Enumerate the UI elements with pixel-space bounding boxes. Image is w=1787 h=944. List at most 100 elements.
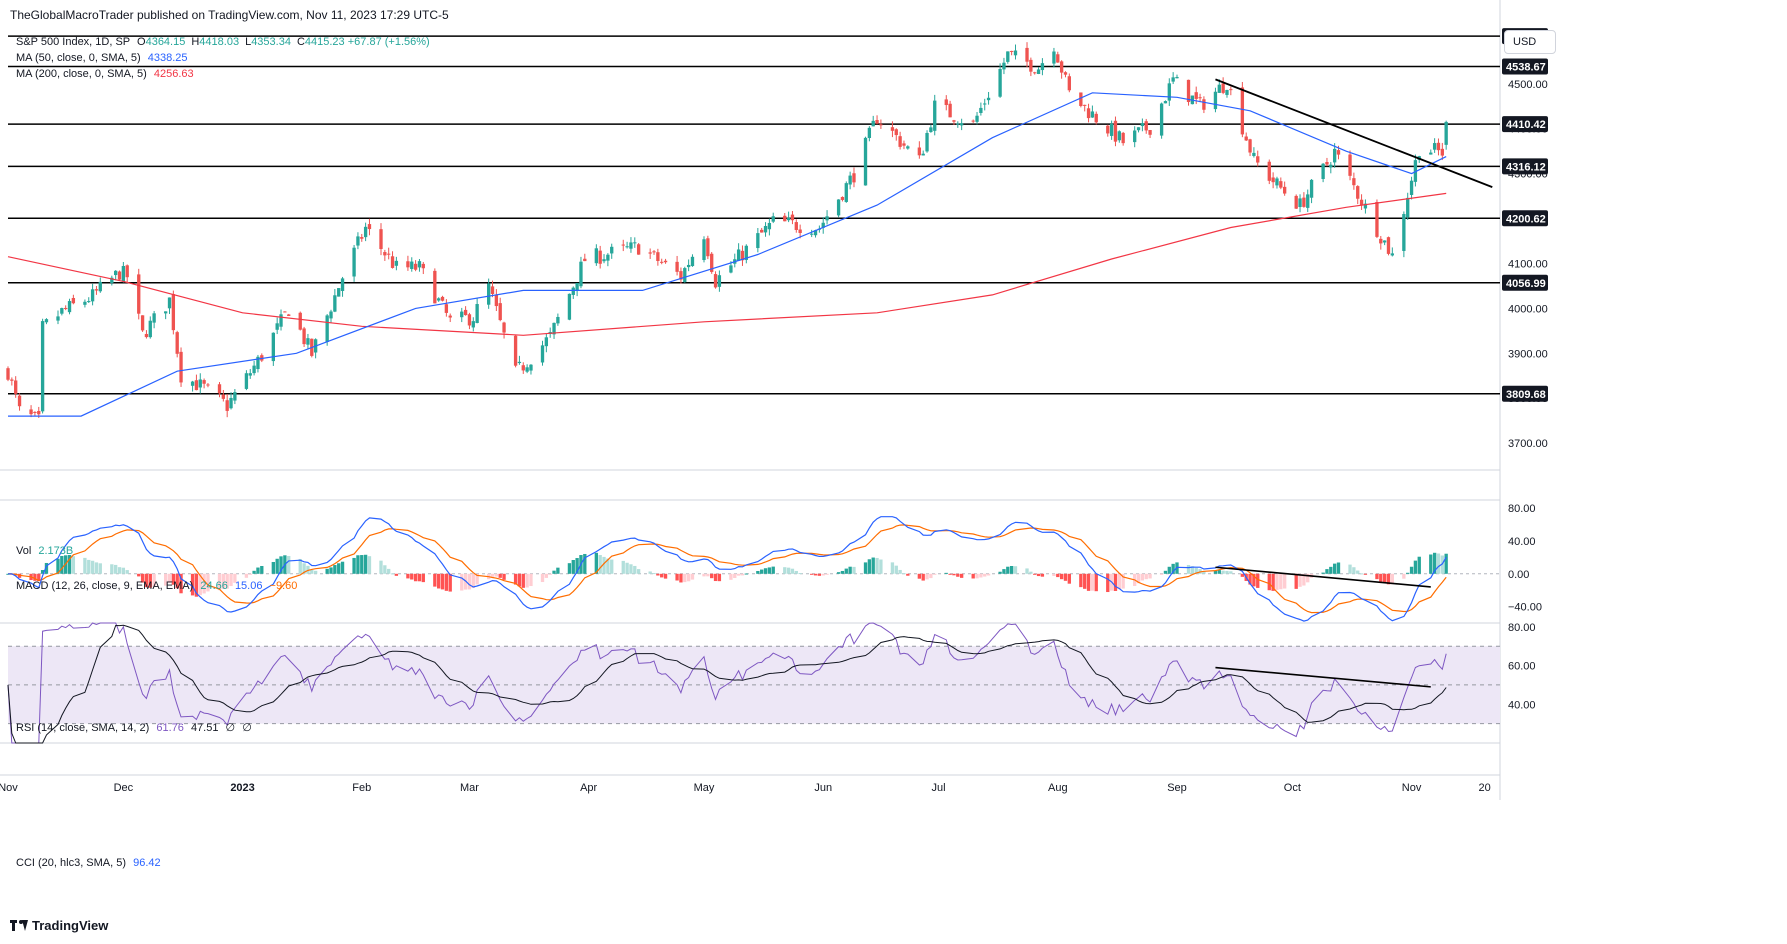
- candle-body: [1186, 79, 1191, 103]
- macd-histogram-bar: [252, 570, 256, 574]
- macd-histogram-bar: [1275, 573, 1279, 590]
- candle-body: [494, 294, 499, 307]
- macd-histogram-bar: [794, 570, 798, 574]
- macd-histogram-bar: [1252, 573, 1256, 587]
- candle-body: [475, 304, 479, 324]
- candle-body: [710, 253, 714, 272]
- candle-body: [517, 361, 522, 364]
- macd-histogram-bar: [125, 570, 129, 574]
- candle-body: [498, 303, 502, 321]
- macd-histogram-bar: [867, 559, 872, 574]
- candle-body: [179, 351, 183, 383]
- candle-body: [14, 380, 18, 394]
- rsi-ma-value: 47.51: [190, 722, 219, 734]
- candle-body: [83, 301, 87, 305]
- macd-histogram-bar: [1036, 573, 1041, 577]
- candle-body: [1036, 69, 1041, 74]
- ma200-value: 4256.63: [153, 68, 194, 80]
- level-price-label: 4538.67: [1506, 61, 1546, 73]
- macd-histogram-bar: [225, 573, 229, 589]
- macd-histogram-bar: [933, 573, 937, 575]
- tradingview-logo[interactable]: TradingView: [10, 918, 108, 933]
- macd-histogram-bar: [313, 570, 318, 574]
- macd-histogram-bar: [1167, 566, 1171, 574]
- macd-histogram-bar: [875, 557, 879, 574]
- candle-body: [33, 411, 37, 413]
- macd-histogram-bar: [1279, 573, 1283, 590]
- macd-histogram-bar: [517, 573, 522, 587]
- rsi-tick-label: 40.00: [1508, 699, 1536, 711]
- macd-histogram-bar: [625, 562, 629, 574]
- macd-histogram-bar: [686, 573, 691, 582]
- macd-histogram-bar: [1429, 554, 1433, 574]
- macd-histogram-bar: [1271, 573, 1275, 591]
- candle-body: [821, 222, 825, 228]
- macd-histogram-bar: [675, 573, 679, 581]
- macd-histogram-bar: [598, 555, 602, 574]
- macd-histogram-bar: [571, 560, 575, 574]
- candle-body: [702, 239, 706, 261]
- candle-body: [744, 245, 748, 260]
- macd-histogram-bar: [786, 567, 791, 574]
- ohlc-key-c: C: [296, 36, 305, 48]
- macd-histogram-bar: [1079, 573, 1083, 588]
- time-tick-label: Aug: [1048, 782, 1068, 794]
- ma50-line: [8, 92, 1447, 417]
- macd-histogram-bar: [610, 559, 614, 574]
- time-tick-label: Sep: [1167, 782, 1187, 794]
- candle-body: [579, 261, 583, 287]
- time-tick-label: Mar: [460, 782, 479, 794]
- macd-histogram-bar: [325, 568, 329, 574]
- macd-histogram-bar: [352, 557, 356, 574]
- macd-histogram-bar: [594, 552, 599, 574]
- macd-histogram-bar: [1332, 563, 1337, 574]
- macd-signal-line: [8, 524, 1447, 614]
- candle-body: [98, 281, 102, 292]
- macd-histogram-bar: [410, 573, 414, 580]
- candle-body: [1363, 203, 1368, 209]
- macd-histogram-bar: [744, 573, 748, 575]
- macd-histogram-bar: [944, 572, 948, 574]
- candle-body: [636, 244, 641, 255]
- macd-histogram-bar: [1248, 573, 1252, 585]
- candle-body: [979, 107, 983, 114]
- macd-histogram-bar: [1325, 569, 1329, 574]
- macd-histogram-bar: [90, 560, 95, 574]
- candle-body: [556, 316, 560, 324]
- candle-body: [1402, 214, 1406, 251]
- macd-histogram-bar: [1002, 569, 1006, 574]
- macd-histogram-bar: [33, 573, 37, 581]
- candle-body: [798, 229, 802, 234]
- rsi-line: [7, 622, 1447, 744]
- macd-histogram-bar: [783, 567, 787, 574]
- candle-body: [125, 265, 129, 278]
- macd-histogram-bar: [275, 558, 279, 574]
- volume-label: Vol: [16, 545, 32, 557]
- macd-histogram-bar: [1059, 573, 1064, 580]
- candle-body: [1083, 104, 1087, 106]
- macd-histogram-bar: [1390, 573, 1394, 585]
- macd-histogram-bar: [1382, 573, 1387, 583]
- candle-body: [1006, 51, 1010, 62]
- macd-histogram-bar: [1121, 573, 1125, 589]
- candle-body: [1109, 123, 1114, 136]
- cci-label: CCI (20, hlc3, SMA, 5): [16, 857, 127, 869]
- candle-body: [1136, 127, 1141, 131]
- macd-histogram-bar: [1386, 573, 1391, 585]
- macd-histogram-bar: [287, 556, 291, 574]
- macd-histogram-bar: [60, 555, 64, 574]
- macd-histogram-bar: [552, 570, 556, 574]
- candle-body: [771, 216, 775, 222]
- macd-histogram-bar: [440, 573, 445, 590]
- change-value: +67.87 (+1.56%): [347, 36, 430, 48]
- currency-button[interactable]: USD: [1504, 30, 1556, 54]
- candle-body: [463, 309, 468, 316]
- candle-body: [594, 248, 599, 264]
- candle-body: [740, 250, 745, 261]
- macd-histogram-bar: [1440, 555, 1444, 574]
- candle-body: [875, 120, 879, 124]
- macd-histogram-bar: [1221, 570, 1225, 574]
- candle-body: [598, 250, 602, 264]
- macd-histogram-bar: [879, 559, 883, 574]
